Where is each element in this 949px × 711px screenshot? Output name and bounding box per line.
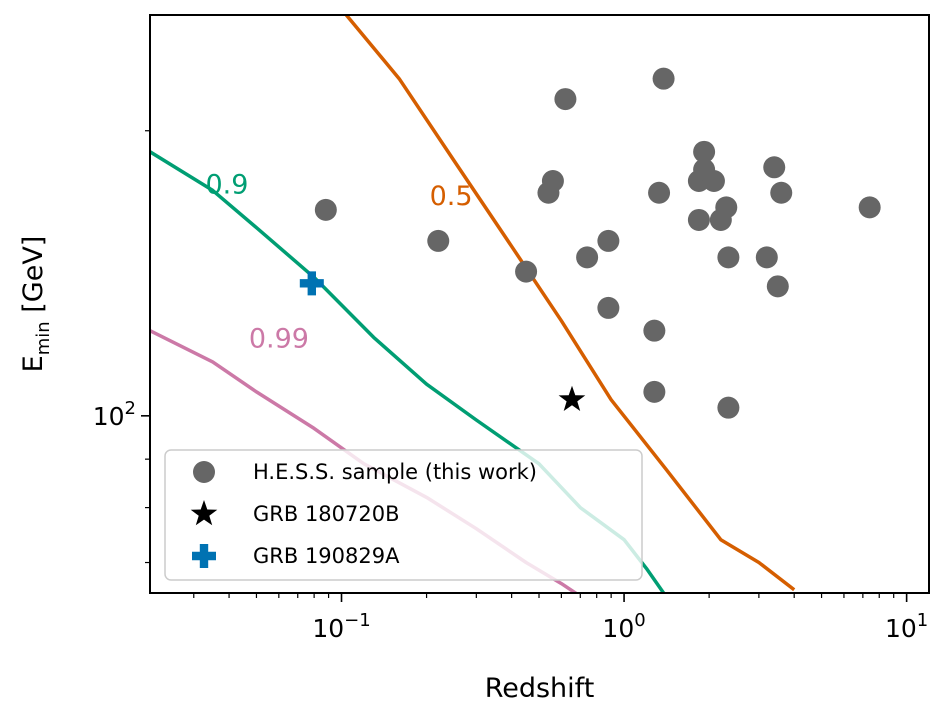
legend-star-marker [190, 500, 218, 526]
plus-marker [299, 271, 324, 296]
circle-marker [643, 380, 666, 403]
circle-marker [858, 196, 881, 219]
circle-marker [687, 208, 710, 231]
circle-marker [597, 229, 620, 252]
circle-marker [755, 246, 778, 269]
circle-marker [643, 319, 666, 342]
circle-marker [715, 196, 738, 219]
circle-marker [515, 260, 538, 283]
curve-labels: 0.5 0.9 0.99 [205, 169, 472, 354]
circle-marker [766, 275, 789, 298]
circle-marker [576, 246, 599, 269]
legend-plus-marker [192, 544, 216, 568]
curve-label-0.99: 0.99 [249, 323, 309, 354]
circle-marker [541, 169, 564, 192]
legend: H.E.S.S. sample (this work) GRB 180720B GR… [164, 449, 643, 581]
circle-marker [597, 296, 620, 319]
x-axis-label: Redshift [485, 673, 595, 704]
x-tick-label: 100 [602, 610, 645, 643]
circle-marker [770, 181, 793, 204]
circle-marker [427, 229, 450, 252]
circle-marker [702, 169, 725, 192]
x-tick-label: 101 [885, 610, 928, 643]
curve-0.5 [344, 15, 796, 592]
circle-marker [648, 181, 671, 204]
curve-label-0.5: 0.5 [430, 181, 473, 212]
legend-label: GRB 180720B [253, 502, 400, 526]
circle-marker [763, 156, 786, 179]
circle-marker [693, 140, 716, 163]
y-axis-label: Emin [GeV] [18, 236, 54, 373]
circle-marker [717, 246, 740, 269]
legend-label: H.E.S.S. sample (this work) [253, 460, 537, 484]
legend-box [164, 449, 643, 581]
curve-label-0.9: 0.9 [205, 169, 248, 200]
markers-layer [299, 67, 881, 419]
legend-circle-marker [193, 461, 215, 483]
circle-marker [717, 396, 740, 419]
circle-marker [652, 67, 675, 90]
circle-marker [554, 88, 577, 111]
legend-label: GRB 190829A [253, 544, 400, 568]
circle-marker [314, 198, 337, 221]
x-tick-label: 10−1 [312, 610, 370, 643]
star-marker [558, 385, 586, 411]
axes: 10−1 100 101 102 Redshift Emin [GeV] [18, 14, 930, 704]
y-tick-label: 102 [93, 398, 136, 431]
